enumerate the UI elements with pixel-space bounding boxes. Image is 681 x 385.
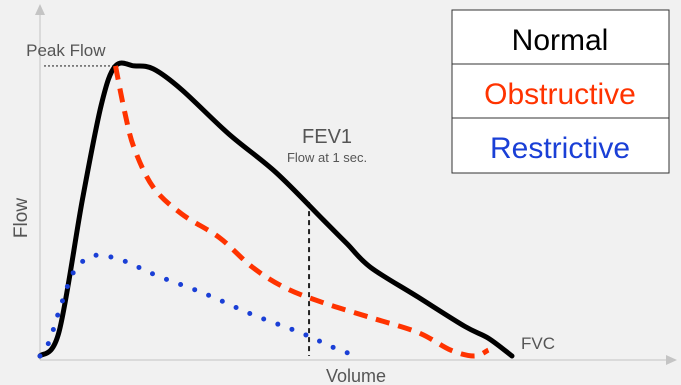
y-axis-arrow xyxy=(35,4,45,15)
fev1-sublabel: Flow at 1 sec. xyxy=(287,150,367,165)
legend: Normal Obstructive Restrictive xyxy=(451,9,670,174)
legend-box xyxy=(451,9,670,174)
series-line-restrictive xyxy=(37,252,359,359)
fvc-label: FVC xyxy=(521,334,555,353)
legend-entry-obstructive: Obstructive xyxy=(484,78,636,111)
peak-flow-label: Peak Flow xyxy=(26,41,106,60)
x-axis-label: Volume xyxy=(326,366,386,385)
y-axis-label: Flow xyxy=(11,198,32,238)
fev1-label: FEV1 xyxy=(302,126,352,148)
series-line-obstructive xyxy=(113,65,490,359)
axes xyxy=(35,4,677,365)
x-axis-arrow xyxy=(666,355,677,365)
series-layer xyxy=(37,60,515,359)
legend-entry-restrictive: Restrictive xyxy=(490,132,630,165)
legend-entry-normal: Normal xyxy=(512,24,609,57)
annotations: Peak Flow FEV1 Flow at 1 sec. FVC xyxy=(26,41,555,353)
guide-lines xyxy=(44,65,311,356)
series-line-normal xyxy=(37,60,515,359)
